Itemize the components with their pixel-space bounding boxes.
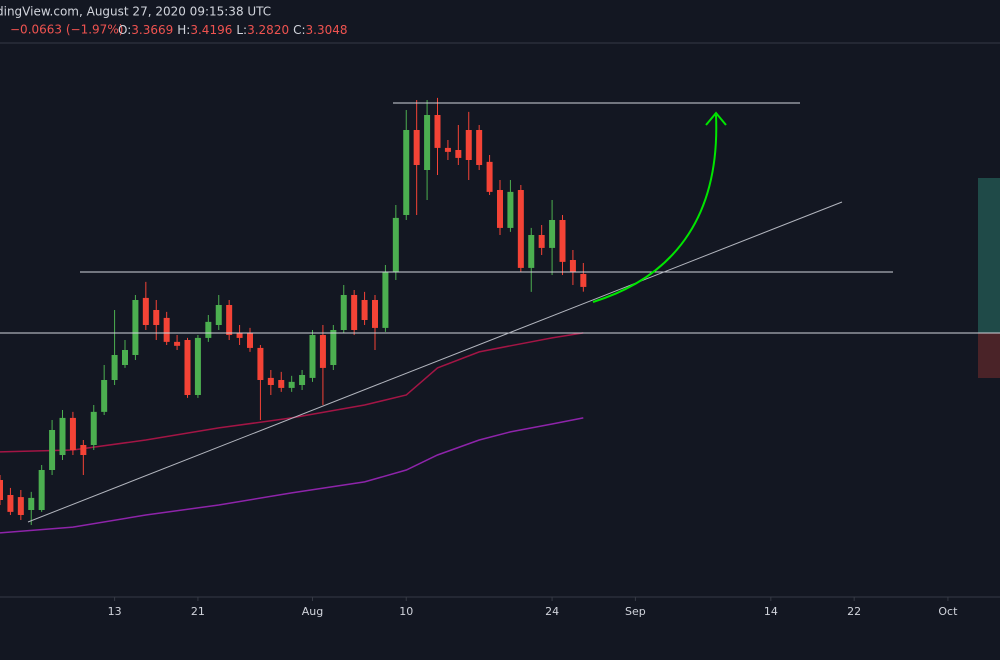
x-tick-label: 14 (764, 605, 778, 618)
candle-body (122, 350, 128, 365)
candle-body (247, 332, 253, 348)
candle-body (465, 130, 472, 160)
plot (0, 97, 949, 601)
candle-body (517, 190, 524, 268)
candle-body (215, 305, 222, 325)
candle-body (17, 497, 24, 515)
candle-body (299, 375, 306, 385)
candle-body (507, 191, 514, 228)
candle-body (434, 115, 441, 148)
candle-body (455, 150, 462, 158)
header-source: dingView.com, August 27, 2020 09:15:38 U… (0, 5, 271, 19)
candle-body (330, 330, 337, 365)
arrow-head (705, 111, 727, 126)
candle-body (278, 380, 285, 388)
header-change: −0.0663 (−1.97%) (10, 23, 123, 37)
trend-line (27, 201, 843, 523)
ohlc-value: 3.3669 (131, 23, 173, 37)
ohlc-label: C: (293, 23, 305, 37)
candle-body (392, 217, 399, 272)
candle-body (486, 161, 493, 192)
ohlc-label: O: (118, 23, 131, 37)
ohlc-label: H: (177, 23, 190, 37)
candle-body (580, 273, 587, 287)
candle-body (194, 337, 201, 395)
candle-body (174, 341, 181, 346)
candle-body (538, 235, 545, 248)
candle-body (80, 445, 87, 455)
candle-body (49, 430, 56, 470)
candle-body (351, 295, 358, 330)
candle-body (549, 220, 556, 248)
moving-average (0, 332, 584, 453)
candle-body (226, 305, 233, 335)
candle-body (309, 335, 316, 378)
candle-body (59, 417, 66, 455)
candle-body (153, 310, 160, 325)
candle-body (497, 190, 503, 228)
x-tick-label: 24 (545, 605, 559, 618)
x-tick-label: 10 (399, 605, 413, 618)
candle-body (101, 380, 108, 412)
ohlc-label: L: (236, 23, 247, 37)
candle-body (163, 317, 170, 342)
candle-body (184, 340, 191, 395)
candle-body (403, 130, 410, 215)
candle-body (528, 235, 535, 268)
x-tick-label: Sep (625, 605, 646, 618)
candle-body (559, 220, 566, 262)
ohlc-value: 3.2820 (247, 23, 289, 37)
candle-body (413, 130, 420, 165)
position-loss-zone (978, 333, 1000, 378)
x-tick-label: Oct (938, 605, 958, 618)
ohlc-value: 3.4196 (190, 23, 232, 37)
x-tick-label: 13 (108, 605, 122, 618)
candle-body (444, 147, 451, 152)
candle-body (267, 377, 274, 385)
candle-body (132, 300, 139, 355)
position-profit-zone (978, 178, 1000, 333)
projection-arrow (592, 114, 718, 303)
candle-body (0, 480, 3, 500)
moving-average (0, 417, 584, 534)
candle-body (205, 321, 212, 338)
candle-body (340, 295, 347, 330)
candle-body (382, 271, 389, 328)
x-tick-label: 22 (847, 605, 861, 618)
candle-body (288, 381, 295, 388)
candle-body (7, 495, 14, 512)
candle-body (236, 332, 243, 338)
x-tick-label: 21 (191, 605, 205, 618)
header-ohlc-text: O:3.3669 H:3.4196 L:3.2820 C:3.3048 (118, 23, 348, 37)
candle-body (142, 297, 149, 325)
candle-body (257, 347, 264, 380)
candle-body (111, 355, 118, 380)
ohlc-value: 3.3048 (306, 23, 348, 37)
candle-body (38, 470, 45, 510)
candle-body (319, 335, 326, 368)
header-ohlc: O:3.3669 H:3.4196 L:3.2820 C:3.3048 (118, 23, 348, 37)
candle-body (28, 497, 35, 510)
candle-body (361, 300, 368, 320)
candle-body (476, 130, 483, 165)
candle-body (372, 300, 378, 328)
candle-body (424, 115, 431, 170)
candle-body (90, 411, 97, 445)
candle-body (69, 417, 76, 450)
candle-body (569, 260, 576, 272)
x-tick-label: Aug (302, 605, 323, 618)
